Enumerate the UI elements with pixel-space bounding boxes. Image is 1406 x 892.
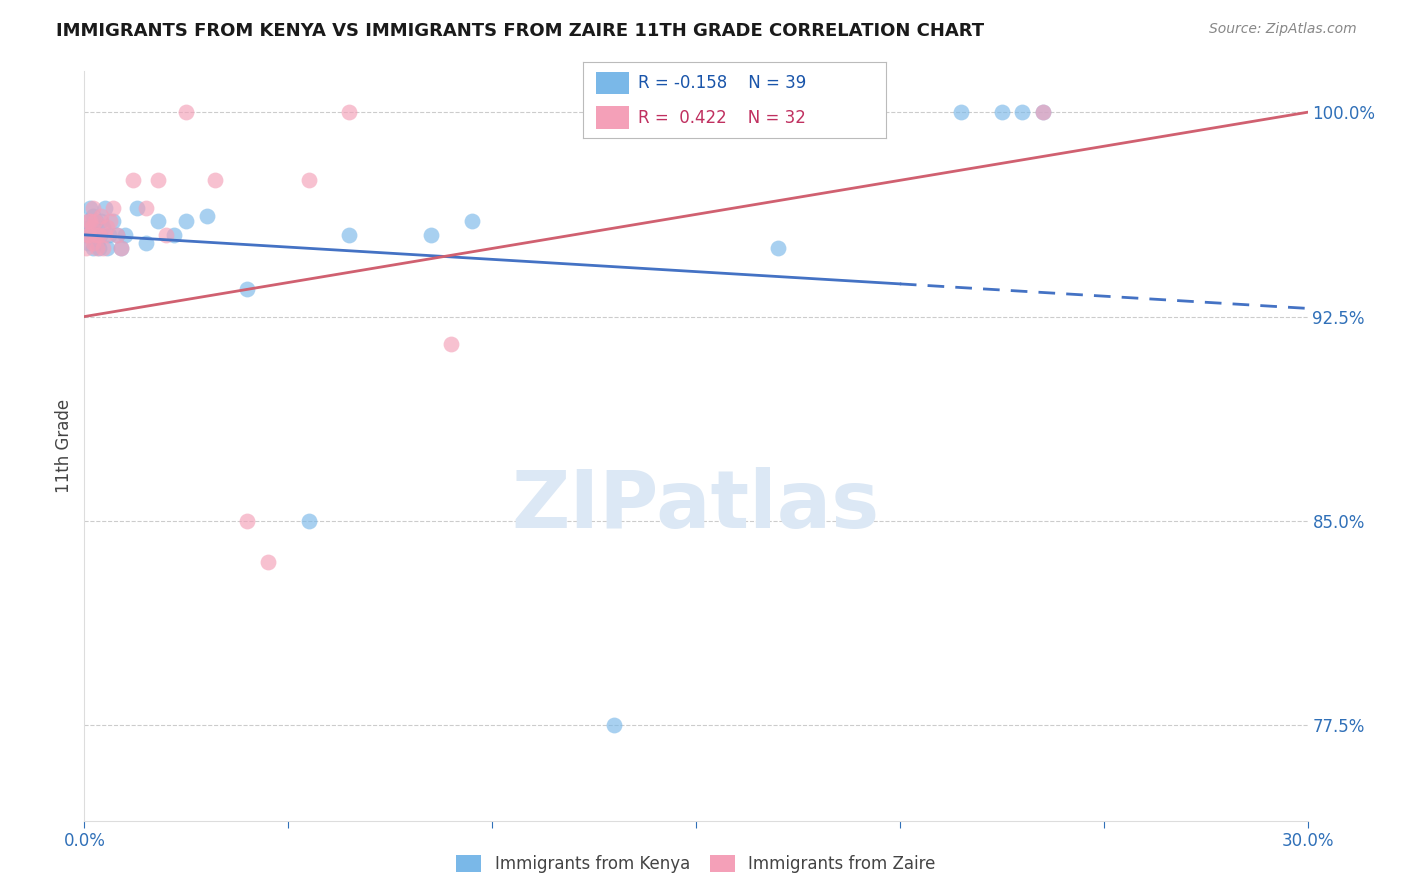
Point bbox=[114, 227, 136, 242]
Y-axis label: 11th Grade: 11th Grade bbox=[55, 399, 73, 493]
Point bbox=[135, 201, 157, 215]
Point bbox=[105, 227, 128, 242]
Point bbox=[174, 105, 197, 120]
Point bbox=[991, 105, 1014, 120]
Point bbox=[82, 201, 104, 215]
Point bbox=[96, 219, 118, 234]
Point bbox=[110, 242, 132, 256]
Point bbox=[122, 173, 145, 187]
Point bbox=[77, 227, 100, 242]
Point bbox=[339, 105, 361, 120]
Point bbox=[236, 514, 259, 528]
Text: Source: ZipAtlas.com: Source: ZipAtlas.com bbox=[1209, 22, 1357, 37]
Point bbox=[91, 242, 114, 256]
Point bbox=[440, 336, 463, 351]
Point bbox=[87, 227, 110, 242]
Point bbox=[1032, 105, 1054, 120]
Point bbox=[93, 201, 115, 215]
Point bbox=[87, 242, 110, 256]
Bar bbox=[596, 71, 628, 95]
Point bbox=[146, 173, 169, 187]
Point bbox=[80, 227, 103, 242]
Point bbox=[298, 173, 321, 187]
Point bbox=[91, 219, 114, 234]
Point bbox=[101, 201, 124, 215]
Point bbox=[77, 219, 100, 234]
Text: R =  0.422    N = 32: R = 0.422 N = 32 bbox=[638, 109, 806, 127]
Point bbox=[950, 105, 973, 120]
Point bbox=[420, 227, 443, 242]
Point bbox=[127, 201, 149, 215]
Point bbox=[257, 555, 280, 569]
Point bbox=[79, 201, 101, 215]
Point bbox=[298, 514, 321, 528]
Point bbox=[90, 214, 112, 228]
Text: R = -0.158    N = 39: R = -0.158 N = 39 bbox=[638, 74, 806, 92]
Point bbox=[236, 282, 259, 296]
Point bbox=[82, 209, 104, 223]
Point bbox=[83, 227, 105, 242]
Point bbox=[96, 242, 118, 256]
Point bbox=[766, 242, 789, 256]
Point bbox=[1032, 105, 1054, 120]
Point bbox=[97, 227, 120, 242]
Point bbox=[79, 214, 101, 228]
Point bbox=[93, 227, 115, 242]
Point bbox=[86, 235, 108, 250]
Point bbox=[84, 214, 107, 228]
Point bbox=[89, 227, 111, 242]
Text: IMMIGRANTS FROM KENYA VS IMMIGRANTS FROM ZAIRE 11TH GRADE CORRELATION CHART: IMMIGRANTS FROM KENYA VS IMMIGRANTS FROM… bbox=[56, 22, 984, 40]
Point bbox=[77, 214, 100, 228]
Point bbox=[603, 718, 626, 732]
Point bbox=[101, 214, 124, 228]
Legend: Immigrants from Kenya, Immigrants from Zaire: Immigrants from Kenya, Immigrants from Z… bbox=[450, 848, 942, 880]
Point bbox=[155, 227, 177, 242]
Point bbox=[86, 242, 108, 256]
Point bbox=[1011, 105, 1033, 120]
Point bbox=[84, 227, 107, 242]
Point bbox=[461, 214, 484, 228]
Point bbox=[76, 214, 98, 228]
Point bbox=[110, 242, 132, 256]
Point bbox=[75, 227, 97, 242]
Point bbox=[82, 235, 104, 250]
Point bbox=[135, 235, 157, 250]
Point bbox=[83, 214, 105, 228]
Point bbox=[90, 209, 112, 223]
Point bbox=[146, 214, 169, 228]
Point bbox=[80, 219, 103, 234]
Point bbox=[77, 235, 100, 250]
Point bbox=[76, 227, 98, 242]
Point bbox=[98, 214, 121, 228]
Point bbox=[163, 227, 186, 242]
Text: ZIPatlas: ZIPatlas bbox=[512, 467, 880, 545]
Point bbox=[82, 242, 104, 256]
Point bbox=[174, 214, 197, 228]
Point bbox=[105, 227, 128, 242]
Point bbox=[75, 242, 97, 256]
Point bbox=[195, 209, 218, 223]
Point bbox=[204, 173, 226, 187]
Point bbox=[339, 227, 361, 242]
Bar bbox=[596, 106, 628, 129]
